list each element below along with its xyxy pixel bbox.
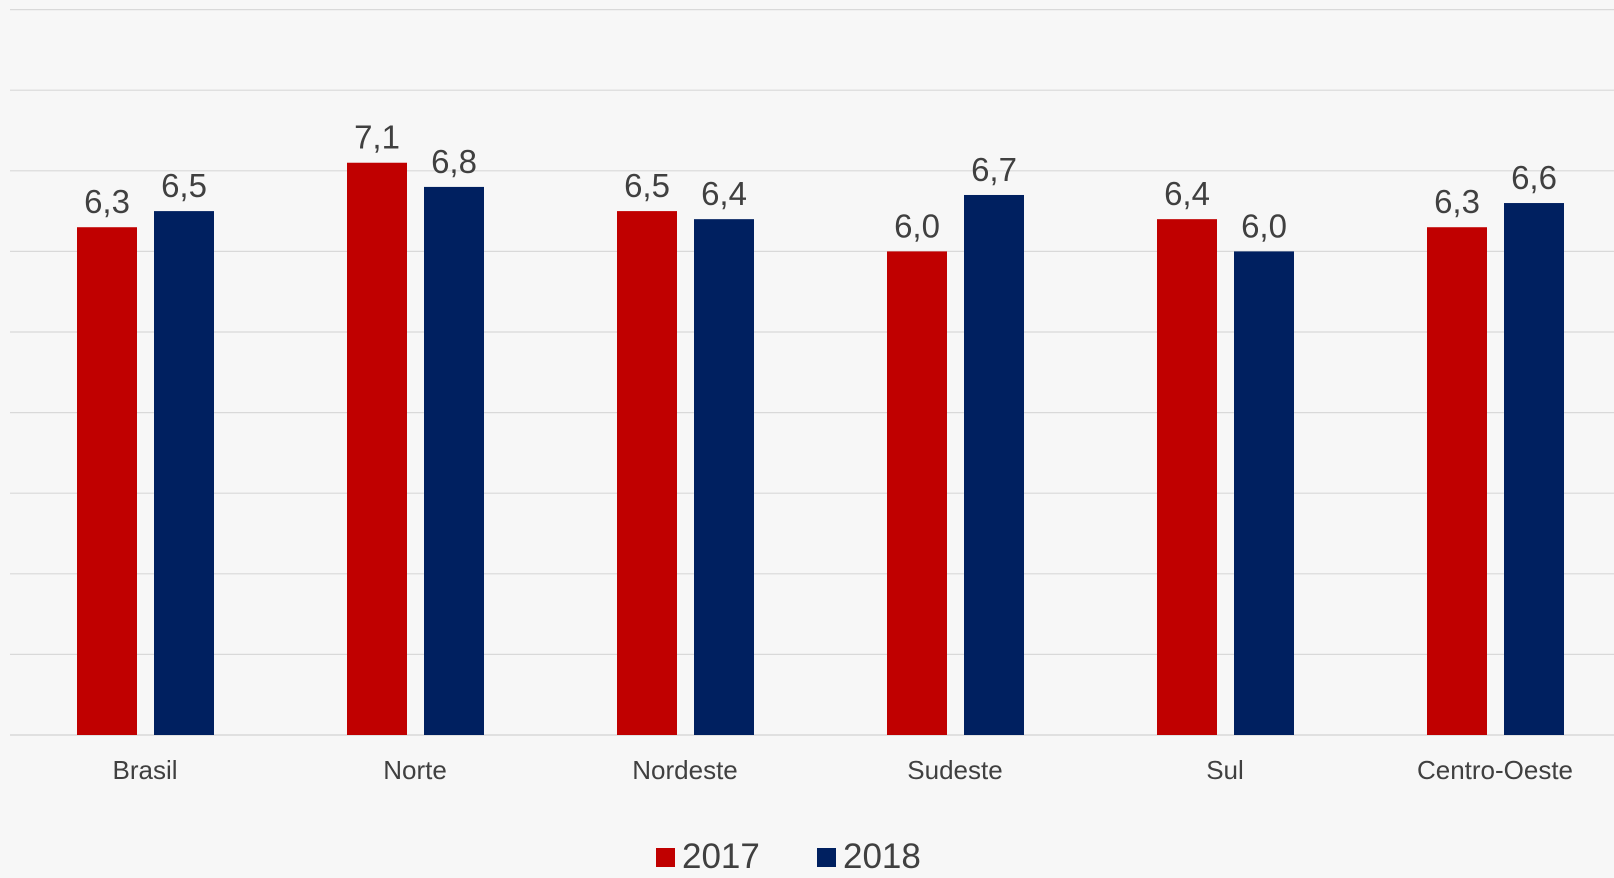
x-tick-label: Sul xyxy=(1206,755,1244,785)
data-label-2018-centro-oeste: 6,6 xyxy=(1511,159,1557,196)
x-tick-label: Norte xyxy=(383,755,447,785)
x-axis: Brasil Norte Nordeste Sudeste Sul Centro-Oest… xyxy=(112,755,1573,785)
gridlines xyxy=(10,9,1614,736)
data-label-2017-sudeste: 6,0 xyxy=(894,207,940,244)
bars xyxy=(77,162,1564,736)
legend: 2017 2018 xyxy=(656,837,921,876)
bar-2017-centro-oeste xyxy=(1427,227,1487,735)
bar-2017-brasil xyxy=(77,227,137,735)
legend-swatch-2017 xyxy=(656,848,675,867)
x-tick-label: Sudeste xyxy=(907,755,1002,785)
bar-2017-nordeste xyxy=(617,211,677,736)
data-label-2018-brasil: 6,5 xyxy=(161,167,207,204)
legend-label-2018: 2018 xyxy=(843,837,921,873)
legend-swatch-2018 xyxy=(817,848,836,867)
bar-2017-sudeste xyxy=(887,251,947,735)
x-tick-label: Nordeste xyxy=(632,755,738,785)
data-label-2017-nordeste: 6,5 xyxy=(624,167,670,204)
bar-2017-sul xyxy=(1157,219,1217,735)
data-label-2017-sul: 6,4 xyxy=(1164,175,1210,212)
data-label-2017-centro-oeste: 6,3 xyxy=(1434,183,1480,220)
bar-2018-centro-oeste xyxy=(1504,203,1564,736)
data-label-2018-sul: 6,0 xyxy=(1241,207,1287,244)
x-tick-label: Brasil xyxy=(112,755,177,785)
data-label-2018-sudeste: 6,7 xyxy=(971,151,1017,188)
bar-2017-norte xyxy=(347,162,407,736)
bar-2018-norte xyxy=(424,186,484,736)
data-label-2017-norte: 7,1 xyxy=(354,119,400,156)
bar-2018-sul xyxy=(1234,251,1294,735)
data-labels: 6,3 6,5 7,1 6,8 6,5 6,4 6,0 6,7 6,4 6,0 6,3 6,6 xyxy=(84,119,1557,245)
bar-2018-sudeste xyxy=(964,194,1024,736)
data-label-2017-brasil: 6,3 xyxy=(84,183,130,220)
legend-label-2017: 2017 xyxy=(682,837,760,873)
data-label-2018-norte: 6,8 xyxy=(431,143,477,180)
data-label-2018-nordeste: 6,4 xyxy=(701,175,747,212)
bar-2018-nordeste xyxy=(694,219,754,735)
bar-2018-brasil xyxy=(154,211,214,736)
x-tick-label: Centro-Oeste xyxy=(1417,755,1573,785)
